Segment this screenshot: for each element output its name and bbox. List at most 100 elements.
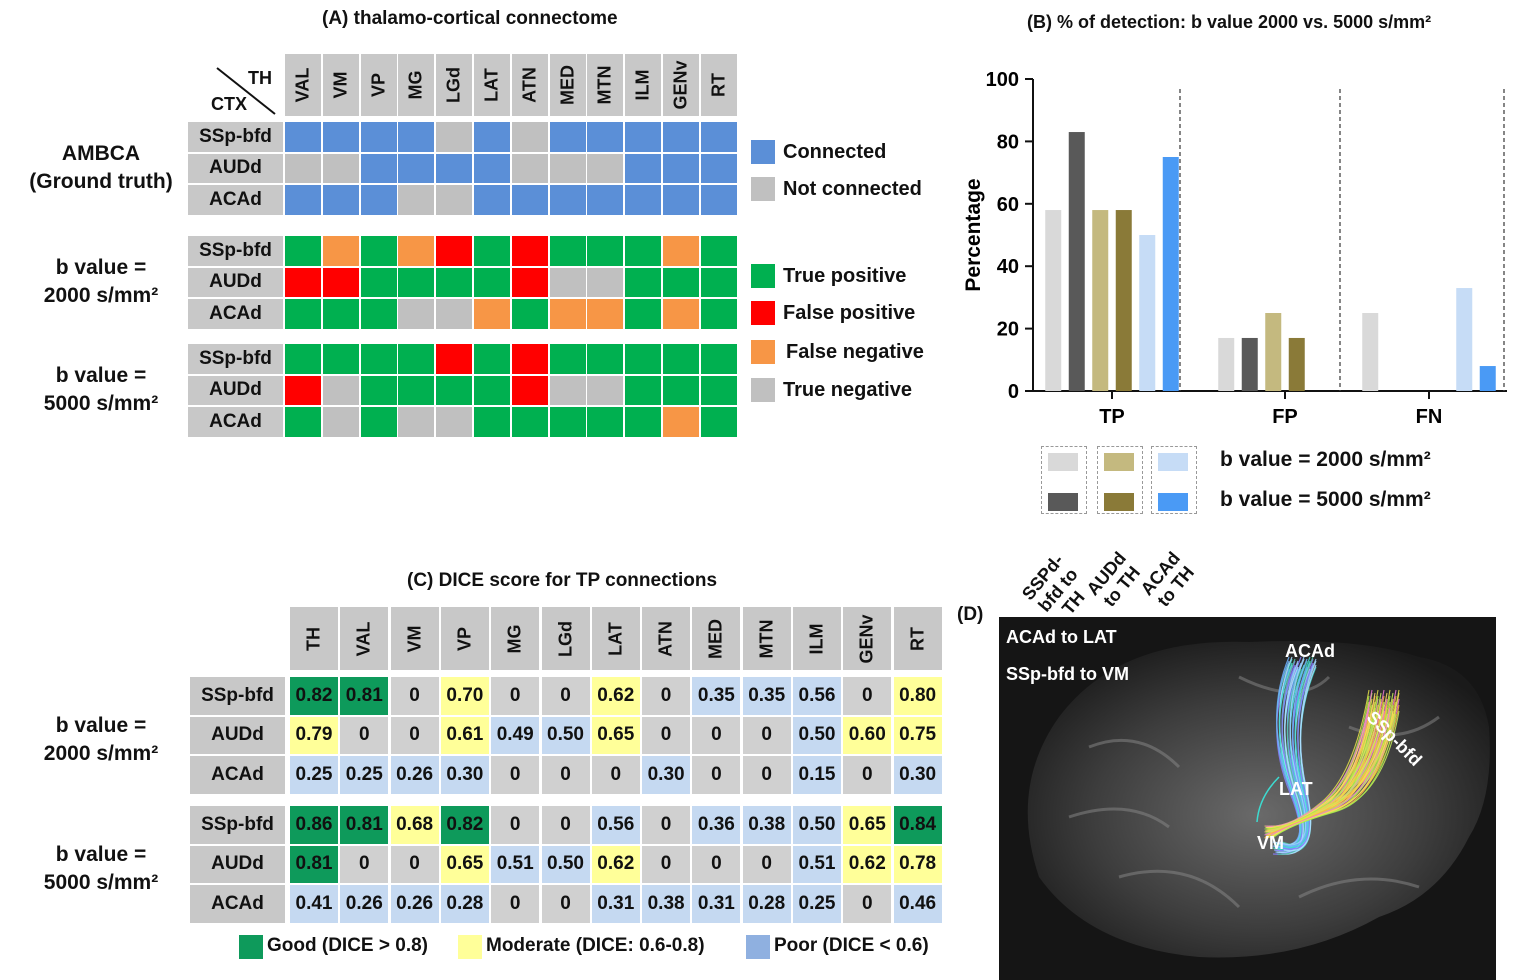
- dice-cell: 0.51: [793, 845, 841, 883]
- legend-row-label: b value = 5000 s/mm²: [1220, 488, 1431, 511]
- dice-cell: 0: [390, 845, 439, 883]
- dice-cell: 0.79: [290, 716, 338, 754]
- dice-legend-label: Moderate (DICE: 0.6-0.8): [486, 935, 705, 956]
- matrix-cell: [360, 407, 397, 437]
- dice-cell: 0.36: [692, 806, 741, 844]
- matrix-cell: [360, 267, 397, 297]
- matrix-cell: [322, 122, 359, 152]
- dice-cell: 0.46: [893, 885, 942, 923]
- matrix-cell: [322, 267, 359, 297]
- matrix-cell: [700, 375, 737, 405]
- col-header-lgd: LGd: [436, 54, 473, 116]
- bar-TP-5: [1162, 157, 1179, 391]
- matrix-cell: [436, 153, 473, 183]
- group-label-a-0: AMBCA (Ground truth): [10, 140, 192, 196]
- group-label-line1: b value =: [55, 256, 147, 279]
- matrix-cell: [625, 299, 662, 329]
- legend-swatch-FN: [751, 340, 775, 364]
- panel-c-title: (C) DICE score for TP connections: [407, 570, 718, 591]
- y-tick-label: 40: [997, 256, 1019, 278]
- bar-TP-3: [1115, 210, 1132, 391]
- legend-swatch-N: [751, 177, 775, 201]
- dice-cell: 0.49: [491, 716, 540, 754]
- dice-col-header-label: MTN: [756, 619, 777, 658]
- dice-cell: 0: [541, 885, 590, 923]
- dice-col-header-label: MG: [504, 624, 525, 653]
- row-label-audd: AUDd: [188, 375, 283, 405]
- dice-legend-swatch-M: [458, 935, 482, 959]
- dice-cell: 0.81: [290, 845, 338, 883]
- dice-cell: 0: [491, 806, 540, 844]
- matrix-cell: [285, 122, 321, 152]
- legend-group-box: [1041, 446, 1087, 514]
- bar-TP-4: [1139, 235, 1156, 391]
- matrix-cell: [700, 299, 737, 329]
- dice-cell: 0.50: [541, 716, 590, 754]
- matrix-cell: [625, 344, 662, 374]
- matrix-cell: [436, 122, 473, 152]
- bar-FN-5: [1479, 366, 1496, 391]
- matrix-cell: [587, 153, 624, 183]
- panel-b-title: (B) % of detection: b value 2000 vs. 500…: [1027, 12, 1432, 32]
- matrix-cell: [398, 299, 435, 329]
- dice-cell: 0.51: [491, 845, 540, 883]
- dice-row-label-ssp-bfd: SSp-bfd: [190, 677, 285, 715]
- matrix-cell: [436, 299, 473, 329]
- legend-label: Connected: [783, 141, 887, 163]
- matrix-cell: [549, 185, 586, 215]
- matrix-cell: [322, 236, 359, 266]
- dice-col-header-vm: VM: [390, 607, 439, 670]
- matrix-cell: [398, 122, 435, 152]
- matrix-cell: [511, 375, 548, 405]
- matrix-cell: [322, 299, 359, 329]
- dice-cell: 0.65: [591, 716, 640, 754]
- dice-cell: 0: [843, 677, 892, 715]
- matrix-cell: [549, 236, 586, 266]
- dice-col-header-ilm: ILM: [793, 607, 841, 670]
- dice-cell: 0.30: [642, 756, 691, 794]
- dice-cell: 0.50: [793, 716, 841, 754]
- dice-cell: 0: [541, 756, 590, 794]
- matrix-cell: [625, 267, 662, 297]
- detection-chart: 0 20 40 60 80 100 Percentage TP FP FN: [962, 69, 1507, 428]
- dice-legend-swatch-G: [239, 935, 263, 959]
- dice-col-header-mtn: MTN: [742, 607, 791, 670]
- matrix-cell: [436, 407, 473, 437]
- matrix-cell: [474, 299, 510, 329]
- matrix-cell: [700, 122, 737, 152]
- legend-label: False negative: [786, 341, 924, 363]
- dice-col-header-rt: RT: [893, 607, 942, 670]
- matrix-cell: [700, 185, 737, 215]
- dice-cell: 0.50: [541, 845, 590, 883]
- col-header-label: MED: [557, 65, 578, 105]
- dice-cell: 0.78: [893, 845, 942, 883]
- matrix-cell: [360, 375, 397, 405]
- y-tick-label: 60: [997, 194, 1019, 216]
- col-header-label: RT: [708, 73, 729, 97]
- x-tick-label-TP: TP: [1099, 406, 1125, 428]
- dice-row-label-audd: AUDd: [190, 716, 285, 754]
- matrix-cell: [436, 375, 473, 405]
- group-label-line2: 2000 s/mm²: [43, 742, 159, 765]
- dice-cell: 0: [591, 756, 640, 794]
- matrix-cell: [436, 344, 473, 374]
- legend-bar-swatch: [1104, 453, 1134, 471]
- dice-cell: 0: [491, 756, 540, 794]
- dice-cell: 0.56: [591, 806, 640, 844]
- row-label-audd: AUDd: [188, 267, 283, 297]
- matrix-cell: [663, 267, 699, 297]
- dice-cell: 0.30: [893, 756, 942, 794]
- brain-label-lat: LAT: [1279, 779, 1313, 799]
- matrix-cell: [474, 236, 510, 266]
- col-header-label: VM: [330, 71, 351, 99]
- group-label-line1: b value =: [55, 364, 147, 387]
- group-label-line2: 5000 s/mm²: [43, 871, 159, 894]
- matrix-cell: [285, 236, 321, 266]
- legend-label: True positive: [783, 265, 907, 287]
- dice-cell: 0: [491, 677, 540, 715]
- matrix-cell: [398, 344, 435, 374]
- matrix-cell: [360, 153, 397, 183]
- col-header-label: ATN: [519, 67, 540, 103]
- bar-FN-0: [1362, 313, 1379, 391]
- dice-cell: 0.86: [290, 806, 338, 844]
